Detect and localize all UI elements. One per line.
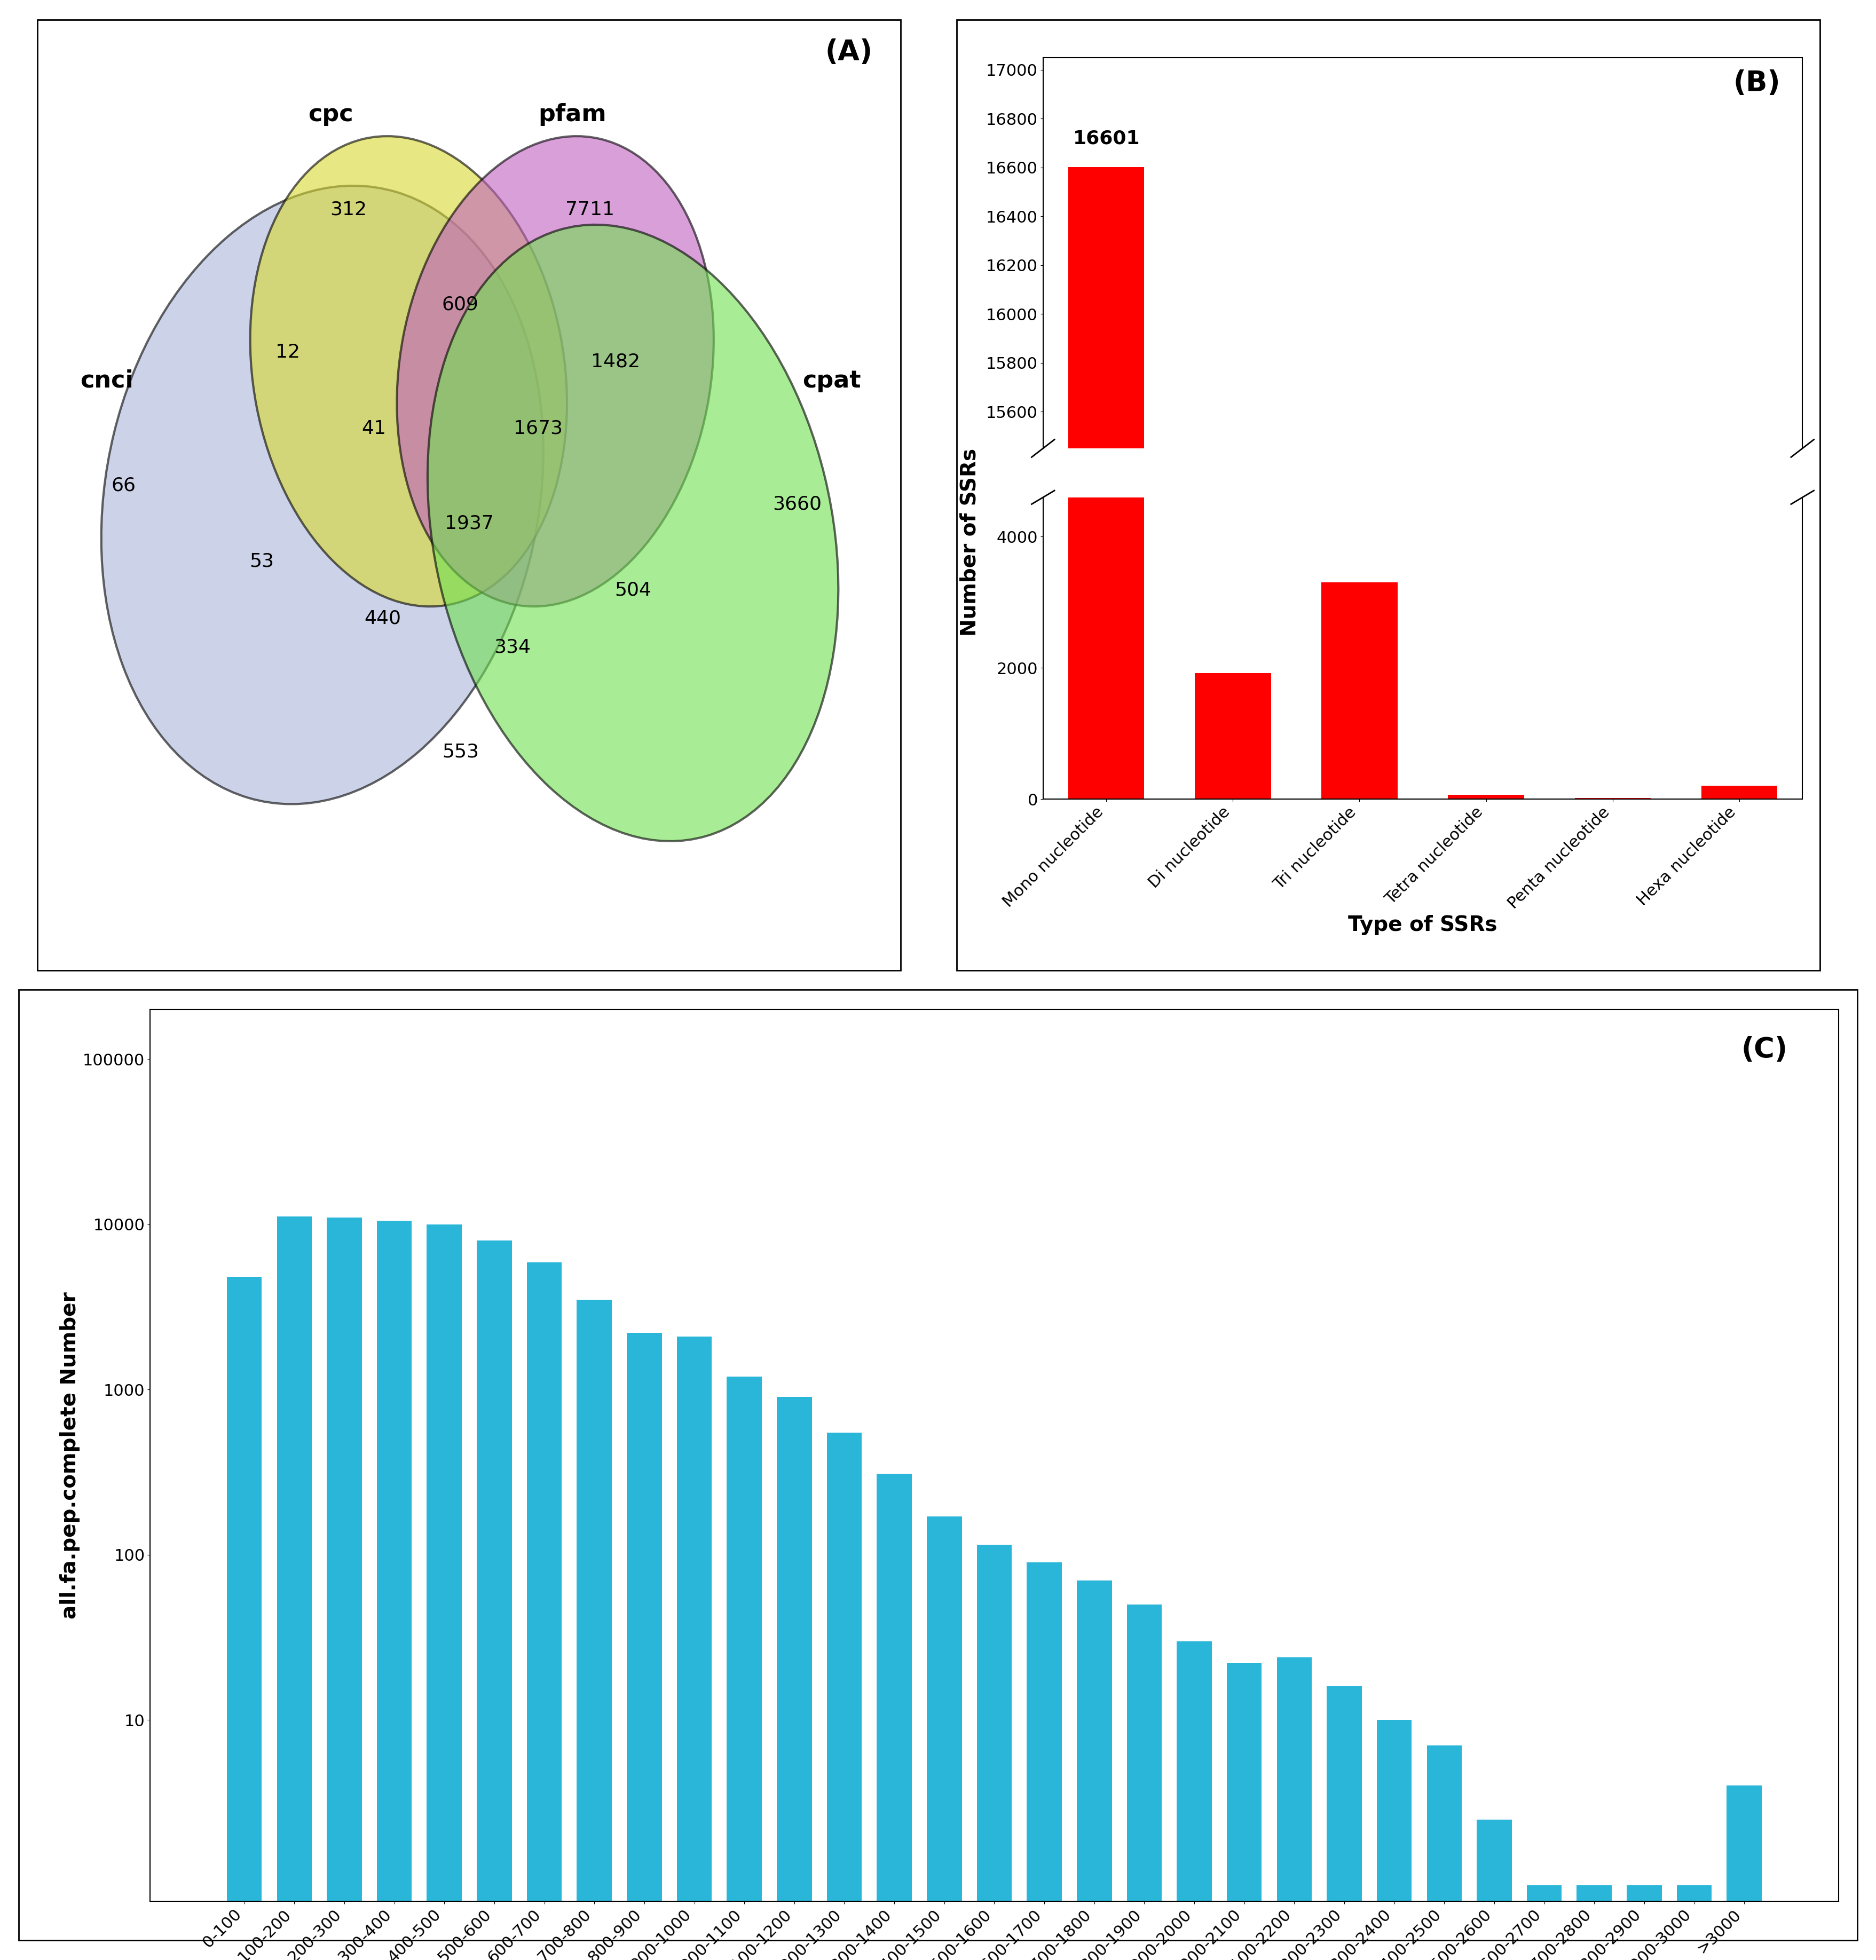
Bar <box>1127 1605 1161 1960</box>
Bar <box>278 1217 311 1960</box>
Ellipse shape <box>398 135 713 606</box>
Bar <box>977 1544 1011 1960</box>
X-axis label: Type of SSRs: Type of SSRs <box>1349 915 1497 935</box>
Bar <box>1026 1562 1062 1960</box>
Bar <box>1626 1886 1662 1960</box>
Bar <box>777 1397 812 1960</box>
Bar <box>677 1337 711 1960</box>
Text: 504: 504 <box>615 580 651 600</box>
Text: 7711: 7711 <box>565 200 613 220</box>
Text: 1673: 1673 <box>514 419 563 437</box>
Ellipse shape <box>101 186 544 804</box>
Text: 312: 312 <box>330 200 366 220</box>
Bar <box>1448 794 1523 800</box>
Bar <box>1677 1886 1711 1960</box>
Bar <box>326 1217 362 1960</box>
Text: 66: 66 <box>111 476 137 494</box>
Bar <box>1176 1641 1212 1960</box>
Text: cpc: cpc <box>308 104 353 125</box>
Text: 16601: 16601 <box>1073 129 1141 147</box>
Bar <box>1428 1746 1461 1960</box>
Bar <box>576 1299 612 1960</box>
Text: (C): (C) <box>1741 1037 1788 1064</box>
Ellipse shape <box>250 135 567 606</box>
Text: 53: 53 <box>250 553 274 570</box>
Bar <box>1377 1721 1413 1960</box>
Bar <box>1702 786 1777 800</box>
Bar <box>1227 1664 1263 1960</box>
Bar <box>726 1376 762 1960</box>
Text: 609: 609 <box>443 296 478 314</box>
Text: 41: 41 <box>362 419 386 437</box>
Bar <box>477 1241 512 1960</box>
Bar <box>1527 1886 1561 1960</box>
Bar <box>627 1333 662 1960</box>
Bar <box>1067 0 1144 800</box>
Bar <box>1067 167 1144 1960</box>
Text: (B): (B) <box>1733 69 1780 98</box>
Bar <box>1321 582 1398 800</box>
Text: cpat: cpat <box>803 368 861 392</box>
Text: (A): (A) <box>825 39 872 67</box>
Bar <box>1726 1786 1762 1960</box>
Bar <box>876 1474 912 1960</box>
Y-axis label: all.fa.pep.complete Number: all.fa.pep.complete Number <box>60 1292 81 1619</box>
Bar <box>377 1221 413 1960</box>
Bar <box>1077 1580 1112 1960</box>
Bar <box>827 1433 861 1960</box>
Bar <box>527 1262 561 1960</box>
Bar <box>1278 1656 1311 1960</box>
Text: 3660: 3660 <box>773 496 822 514</box>
Bar <box>1576 1886 1611 1960</box>
Bar <box>428 1225 461 1960</box>
Bar <box>227 1278 263 1960</box>
Text: 553: 553 <box>443 743 478 760</box>
Bar <box>927 1517 962 1960</box>
Bar <box>1326 1686 1362 1960</box>
Text: 1937: 1937 <box>445 514 493 533</box>
Text: pfam: pfam <box>538 104 606 125</box>
Bar <box>1195 672 1270 800</box>
Text: 1482: 1482 <box>591 353 640 370</box>
Text: 334: 334 <box>493 637 531 657</box>
Text: Number of SSRs: Number of SSRs <box>959 449 979 637</box>
Bar <box>1476 1819 1512 1960</box>
Ellipse shape <box>428 225 839 841</box>
Text: cnci: cnci <box>81 368 133 392</box>
Text: 12: 12 <box>276 343 300 361</box>
Text: 440: 440 <box>364 610 401 627</box>
